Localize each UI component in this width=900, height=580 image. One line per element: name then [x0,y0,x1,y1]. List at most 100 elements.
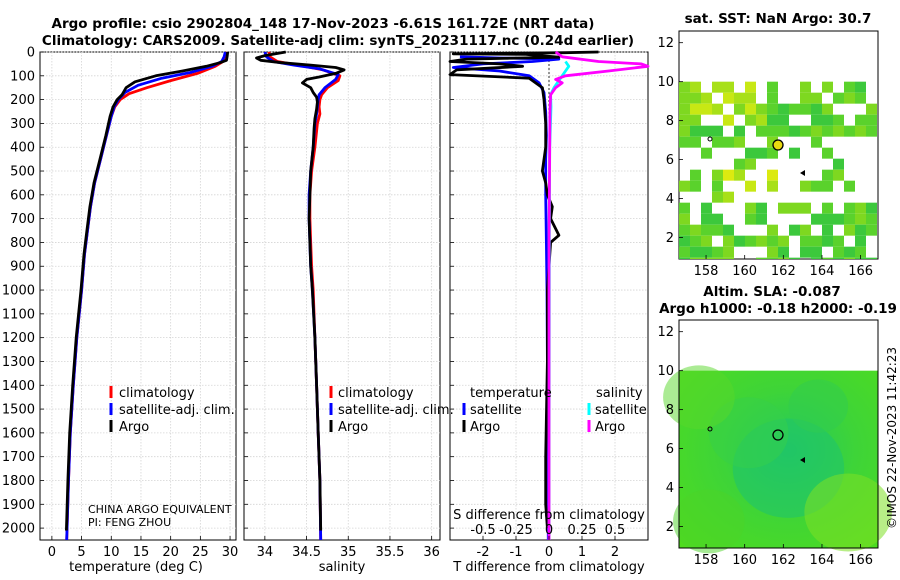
sst-cell [756,147,767,159]
temperature-legend: climatology satellite-adj. clim. Argo [109,386,235,435]
sst-cell [679,180,690,192]
sst-cell [745,213,756,225]
salinity-series [255,50,346,541]
sla-blob [788,379,849,433]
sst-cell [679,114,690,126]
salinity-grid [244,51,440,540]
sst-cell [844,180,855,192]
sst-cell [690,169,701,181]
sst-cell [712,246,723,258]
sst-cell [756,213,767,225]
series-line-climatology [65,51,229,541]
x-tick-label: 20 [162,545,179,560]
sst-cell [822,81,833,93]
sst-cell [855,202,866,214]
x-tick-label: 0 [545,545,553,560]
sst-cell [833,158,844,170]
sst-cell [712,213,723,225]
legend-label-sal-argo: Argo [595,420,625,435]
sst-cell [800,235,811,247]
sst-cell [844,213,855,225]
x-tick-label: -2 [477,545,490,560]
sst-cell [690,180,701,192]
series-line-climatology [267,51,342,541]
sst-map-x-ticks: 158 160 162 164 166 [694,255,873,279]
x-tick-label: -1 [510,545,523,560]
map-y-tick-label: 4 [666,192,674,207]
top-tick-label: -0.25 [499,523,533,538]
x-tick-label: 2 [611,545,619,560]
sst-cell [723,169,734,181]
map-y-tick-label: 2 [666,520,674,535]
sst-cell [800,180,811,192]
sst-cell [844,202,855,214]
legend-label-climatology: climatology [119,386,195,401]
sla-map-title-line2: Argo h1000: -0.18 h2000: -0.19 [659,301,897,317]
sst-cell [866,224,877,236]
sst-cell [822,257,833,259]
map-y-tick-label: 8 [666,403,674,418]
map-x-tick-label: 162 [771,264,796,279]
sst-cell [811,92,822,104]
x-tick-label: 35 [340,545,357,560]
sst-cell [701,147,712,159]
depth-tick-label: 1400 [2,379,35,394]
sst-cell [833,92,844,104]
sst-cell [822,235,833,247]
sst-cell [701,92,712,104]
depth-tick-label: 100 [10,69,35,84]
depth-tick-label: 1800 [2,474,35,489]
sst-cell [712,103,723,115]
sst-cell [712,81,723,93]
sst-cell [745,103,756,115]
sst-cell [811,136,822,148]
sst-cell [811,257,822,259]
sst-cell [679,81,690,93]
difference-x-label: T difference from climatology [452,560,645,575]
sst-cell [745,147,756,159]
temperature-panel: 0 5 10 15 20 25 30 temperature (deg C) climato… [39,51,239,575]
depth-tick-label: 1200 [2,331,35,346]
depth-tick-label: 400 [10,141,35,156]
sst-map: sat. SST: NaN Argo: 30.7 158 160 162 164 166… [657,11,879,279]
sst-cell [756,202,767,214]
depth-tick-label: 1500 [2,403,35,418]
difference-series [448,50,650,541]
temperature-x-ticks: 0 5 10 15 20 25 30 [48,536,239,560]
difference-top-ticks: -0.5 -0.25 0 0.25 0.5 [470,523,625,538]
sst-cell [679,92,690,104]
series-line-argo [255,50,346,531]
sst-cell [800,103,811,115]
sst-map-y-ticks: 2 4 6 8 10 12 [657,36,683,246]
series-line-temperature-satellite [451,55,561,541]
map-y-tick-label: 10 [657,364,674,379]
map-x-tick-label: 166 [848,264,873,279]
x-tick-label: 10 [103,545,120,560]
x-tick-label: 30 [222,545,239,560]
sst-cell [734,125,745,137]
salinity-panel: 34 34.5 35 35.5 36 salinity climatology sate… [243,50,454,575]
sla-blob [804,473,892,552]
top-tick-label: 0 [545,523,553,538]
sla-map-outline [678,319,879,549]
sst-cell [701,235,712,247]
sst-cell [712,191,723,203]
sst-map-title: sat. SST: NaN Argo: 30.7 [685,11,872,27]
sst-cell [866,213,877,225]
sst-cell [701,224,712,236]
sst-cell [767,169,778,181]
sla-map: Altim. SLA: -0.087 Argo h1000: -0.18 h20… [657,284,896,568]
sst-cell [855,213,866,225]
sst-cell [756,257,767,259]
sst-cell [855,81,866,93]
sst-cell [844,257,855,259]
sst-cell [767,257,778,259]
map-x-tick-label: 164 [810,264,835,279]
temperature-x-label: temperature (deg C) [69,560,203,575]
sst-cell [767,147,778,159]
sst-cell [745,114,756,126]
sst-cell [679,235,690,247]
sst-cell [712,136,723,148]
x-tick-label: 34.5 [292,545,321,560]
map-x-tick-label: 166 [848,553,873,568]
